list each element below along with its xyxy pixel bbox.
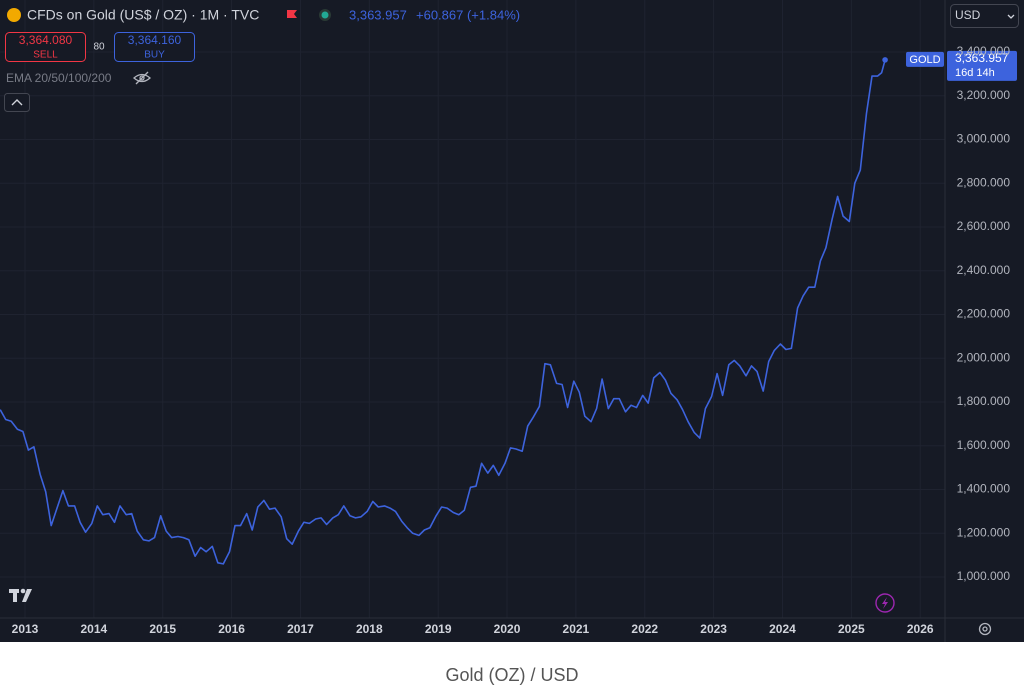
y-tick-label: 1,400.000 bbox=[957, 482, 1011, 496]
x-tick-label: 2026 bbox=[907, 622, 934, 636]
y-tick-label: 2,000.000 bbox=[957, 350, 1011, 364]
series-name: GOLD bbox=[909, 54, 940, 66]
collapse-button[interactable] bbox=[4, 93, 30, 112]
y-tick-label: 3,000.000 bbox=[957, 132, 1011, 146]
price-tag-value: 3,363.957 bbox=[955, 51, 1009, 65]
sell-label: SELL bbox=[33, 50, 58, 61]
y-tick-label: 2,200.000 bbox=[957, 307, 1011, 321]
price-tag bbox=[947, 50, 1017, 81]
currency: USD bbox=[955, 8, 981, 22]
plot: GOLD 3,363.957 16d 14h bbox=[0, 50, 1017, 565]
price-change: +60.867 (+1.84%) bbox=[416, 7, 520, 22]
last-point bbox=[882, 57, 888, 63]
indicator-label[interactable]: EMA 20/50/100/200 bbox=[6, 71, 112, 85]
chart-background bbox=[0, 0, 1024, 642]
y-tick-label: 3,200.000 bbox=[957, 88, 1011, 102]
x-tick-label: 2016 bbox=[218, 622, 245, 636]
lightning bbox=[882, 597, 888, 609]
hide-icon[interactable] bbox=[133, 71, 151, 85]
sell-button[interactable] bbox=[5, 32, 86, 62]
x-tick-label: 2023 bbox=[700, 622, 727, 636]
buy-button[interactable] bbox=[114, 32, 195, 62]
x-tick-label: 2018 bbox=[356, 622, 383, 636]
caption: Gold (OZ) / USD bbox=[445, 665, 578, 685]
countdown: 16d 14h bbox=[955, 67, 995, 79]
symbol-icon bbox=[7, 8, 21, 22]
x-tick-label: 2020 bbox=[494, 622, 521, 636]
spread: 80 bbox=[93, 42, 105, 53]
y-tick-label: 1,600.000 bbox=[957, 438, 1011, 452]
x-tick-label: 2022 bbox=[631, 622, 658, 636]
x-tick-label: 2021 bbox=[563, 622, 590, 636]
y-tick-label: 2,600.000 bbox=[957, 219, 1011, 233]
y-tick-label: 1,200.000 bbox=[957, 525, 1011, 539]
x-tick-label: 2013 bbox=[12, 622, 39, 636]
settings-icon[interactable] bbox=[978, 622, 992, 636]
x-tick-label: 2014 bbox=[81, 622, 108, 636]
collapse-arrow bbox=[11, 99, 23, 106]
x-tick-label: 2024 bbox=[769, 622, 796, 636]
ticks: 1,000.000 1,200.000 1,400.000 1,600.000 1,80… bbox=[12, 44, 1011, 636]
price-line bbox=[0, 59, 886, 565]
last-price: 3,363.957 bbox=[349, 7, 407, 22]
tv-logo bbox=[9, 588, 32, 602]
dropdown-arrow bbox=[1007, 14, 1015, 19]
x-tick-label: 2017 bbox=[287, 622, 314, 636]
y-tick-label: 1,000.000 bbox=[957, 569, 1011, 583]
series-tag bbox=[906, 51, 944, 67]
buy-price: 3,364.160 bbox=[128, 33, 182, 47]
y-tick-label: 1,800.000 bbox=[957, 394, 1011, 408]
grid bbox=[0, 0, 945, 618]
y-tick-label: 2,800.000 bbox=[957, 175, 1011, 189]
status-dot bbox=[321, 11, 329, 19]
symbol-title[interactable]: CFDs on Gold (US$ / OZ) · 1M · TVC bbox=[27, 7, 259, 23]
x-tick-label: 2025 bbox=[838, 622, 865, 636]
y-tick-label: 3,400.000 bbox=[957, 44, 1011, 58]
events-icon[interactable] bbox=[875, 593, 895, 613]
x-tick-label: 2019 bbox=[425, 622, 452, 636]
x-tick-label: 2015 bbox=[149, 622, 176, 636]
y-tick-label: 2,400.000 bbox=[957, 263, 1011, 277]
currency-select[interactable] bbox=[950, 4, 1019, 28]
buy-label: BUY bbox=[144, 50, 165, 61]
sell-price: 3,364.080 bbox=[19, 33, 73, 47]
flag-icon[interactable] bbox=[287, 10, 297, 18]
